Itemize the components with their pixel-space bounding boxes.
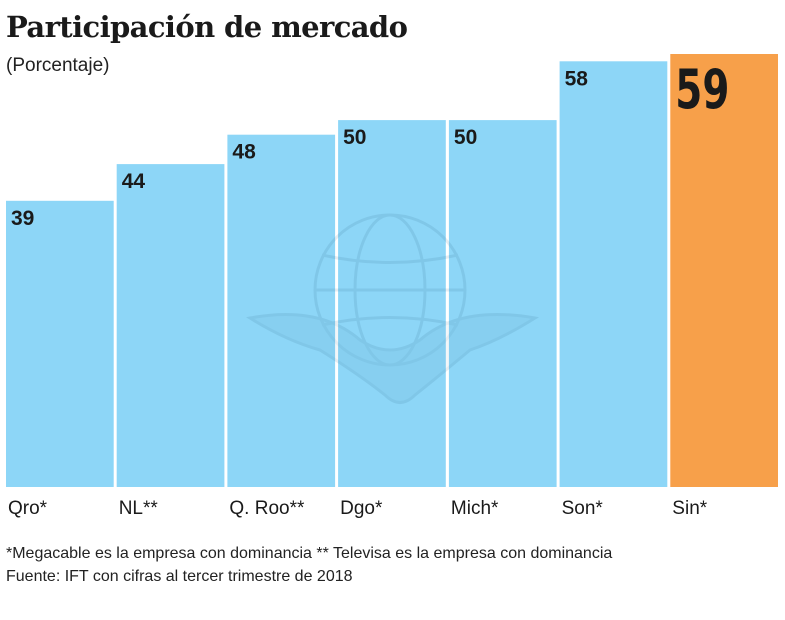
category-label-1: NL** [119,498,159,519]
bar-2 [227,134,336,487]
eagle-globe-watermark-icon [245,213,540,404]
bar-0 [6,200,114,488]
category-label-4: Mich* [451,498,499,519]
category-labels-group: Qro* NL** Q. Roo** Dgo* Mich* Son* Sin* [8,498,708,519]
bars-group [6,54,778,488]
footnote-dominance: *Megacable es la empresa con dominancia … [6,545,613,562]
bar-5 [559,61,668,488]
bar-4 [448,120,557,487]
chart-title: Participación de mercado [6,10,408,44]
bar-6 [670,54,778,487]
value-label-1: 44 [122,170,146,193]
value-label-4: 50 [454,126,477,149]
value-label-3: 50 [343,126,366,149]
value-label-2: 48 [232,141,256,164]
value-label-6: 59 [675,59,729,122]
bar-3 [338,120,446,487]
footnote-source: Fuente: IFT con cifras al tercer trimest… [6,568,353,585]
chart-subtitle: (Porcentaje) [6,55,110,76]
category-label-5: Son* [562,498,604,519]
bar-1 [116,164,225,487]
value-label-0: 39 [11,207,34,230]
category-label-0: Qro* [8,498,48,519]
value-label-5: 58 [565,67,589,90]
category-label-6: Sin* [672,498,707,519]
value-labels-group: 39 44 48 50 50 58 59 [11,59,729,230]
category-label-3: Dgo* [340,498,383,519]
category-label-2: Q. Roo** [229,498,305,519]
